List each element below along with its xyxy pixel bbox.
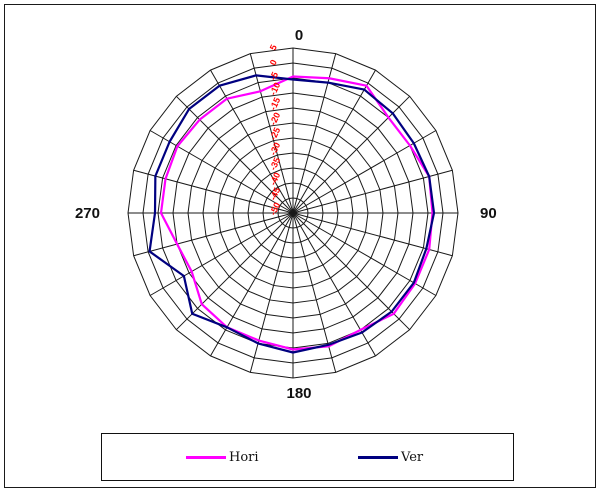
legend-swatch-hori bbox=[186, 455, 226, 459]
grid-spoke bbox=[149, 130, 294, 214]
legend-swatch-ver bbox=[358, 455, 398, 459]
grid-spoke bbox=[210, 212, 294, 357]
legend-label-hori: Hori bbox=[229, 449, 259, 465]
grid-spoke bbox=[292, 212, 376, 357]
grid-spoke bbox=[149, 212, 294, 296]
grid-spoke bbox=[292, 69, 376, 214]
series-layer bbox=[148, 74, 436, 354]
series-line-ver bbox=[148, 74, 436, 354]
angle-labels: 0 90 180 270 bbox=[75, 27, 497, 402]
angle-label-270: 270 bbox=[75, 205, 100, 222]
radial-tick-label: -45 bbox=[268, 186, 283, 202]
chart-frame: 5 0 -5 -10 -15 -20 -25 -30 -35 -40 -45 -50 0 90 180 27… bbox=[4, 4, 596, 488]
radial-tick-label: -10 bbox=[268, 81, 283, 97]
grid-spoke bbox=[292, 212, 437, 296]
grid-spoke bbox=[133, 169, 294, 214]
radial-tick-label: 0 bbox=[268, 58, 279, 67]
legend-label-ver: Ver bbox=[401, 449, 424, 465]
radial-tick-label: -40 bbox=[268, 171, 283, 187]
grid-spoke bbox=[292, 169, 453, 214]
radial-tick-label: -15 bbox=[268, 96, 283, 112]
legend-item-hori: Hori bbox=[186, 447, 259, 467]
polar-grid bbox=[127, 47, 459, 379]
grid-spoke bbox=[175, 95, 294, 214]
grid-spoke bbox=[292, 212, 411, 331]
grid-spoke bbox=[249, 212, 294, 373]
angle-label-90: 90 bbox=[480, 205, 497, 222]
grid-spoke bbox=[249, 53, 294, 214]
grid-spoke bbox=[292, 130, 437, 214]
polar-chart: 5 0 -5-10-15-20-25-30-35-40-45-50 0 90 180 27… bbox=[75, 27, 497, 402]
radial-tick-label: -50 bbox=[268, 201, 283, 217]
radial-tick-label: 5 bbox=[268, 43, 279, 52]
radial-tick-label: -35 bbox=[268, 156, 283, 172]
grid-spoke bbox=[175, 212, 294, 331]
legend: Hori Ver bbox=[101, 433, 514, 481]
grid-spoke bbox=[292, 95, 411, 214]
radial-tick-label: -25 bbox=[268, 126, 283, 142]
series-line-hori bbox=[159, 75, 434, 351]
grid-spoke bbox=[210, 69, 294, 214]
angle-label-0: 0 bbox=[295, 27, 303, 44]
legend-item-ver: Ver bbox=[358, 447, 423, 467]
grid-spoke bbox=[133, 212, 294, 257]
radial-tick-label: -5 bbox=[268, 70, 280, 81]
radial-tick-labels: 5 0 -5-10-15-20-25-30-35-40-45-50 bbox=[268, 43, 283, 217]
radial-tick-label: -30 bbox=[268, 141, 283, 157]
radial-tick-label: -20 bbox=[268, 111, 283, 127]
grid-spoke bbox=[292, 53, 337, 214]
angle-label-180: 180 bbox=[286, 385, 311, 402]
